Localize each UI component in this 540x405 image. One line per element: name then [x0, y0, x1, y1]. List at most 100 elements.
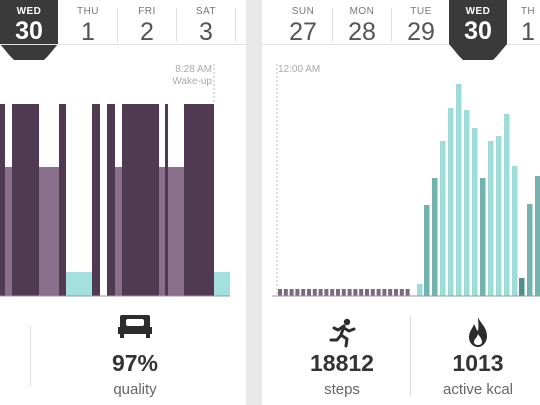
step-bar — [456, 84, 462, 296]
step-bar — [519, 278, 525, 296]
inactive-step-bar — [376, 289, 381, 296]
sleep-chart — [0, 64, 230, 297]
awake-bar — [66, 272, 92, 296]
inactive-step-bar — [347, 289, 352, 296]
date-dow: MON — [349, 6, 375, 17]
date-sat-3[interactable]: SAT 3 — [177, 0, 235, 46]
step-bar — [432, 178, 438, 296]
inactive-step-bar — [382, 289, 387, 296]
step-bar — [424, 205, 430, 296]
date-divider — [391, 8, 392, 42]
steps-value: 18812 — [310, 350, 374, 376]
date-divider — [176, 8, 177, 42]
wake-up-label: 8:28 AM Wake-up — [140, 64, 212, 88]
step-bar — [535, 176, 540, 296]
deep-sleep-bar — [122, 104, 159, 296]
inactive-step-bar — [353, 289, 358, 296]
date-dow: TUE — [410, 6, 432, 17]
date-divider — [332, 8, 333, 42]
inactive-step-bar — [405, 289, 410, 296]
activity-panel: SUN 27 MON 28 TUE 29 WED 30 TH 1 12:00 A… — [262, 0, 540, 405]
inactive-step-bar — [365, 289, 369, 296]
step-bars — [417, 84, 540, 296]
inactive-step-bar — [330, 289, 335, 296]
bed-icon — [118, 315, 152, 338]
step-bar — [464, 110, 470, 296]
inactive-step-bar — [278, 289, 282, 296]
inactive-step-bar — [388, 289, 393, 296]
inactive-step-bar — [324, 289, 329, 296]
date-day: 29 — [407, 18, 435, 46]
step-bar — [480, 178, 486, 296]
kcal-metric: 1013 active kcal — [422, 350, 534, 398]
date-divider — [117, 8, 118, 42]
header-divider — [262, 44, 540, 45]
date-fri-2[interactable]: FRI 2 — [118, 0, 176, 46]
deep-sleep-bar — [0, 104, 5, 296]
date-mon-28[interactable]: MON 28 — [333, 0, 391, 46]
date-dow: WED — [16, 6, 42, 17]
inactive-step-bar — [312, 289, 317, 296]
step-bar — [527, 204, 533, 296]
step-bar — [448, 108, 454, 296]
deep-sleep-bar — [92, 104, 100, 296]
deep-sleep-bar — [107, 104, 115, 296]
summary-divider — [410, 316, 411, 396]
kcal-value: 1013 — [452, 350, 504, 376]
steps-chart — [272, 64, 540, 297]
inactive-step-bar — [289, 289, 294, 296]
date-day: 27 — [289, 18, 317, 46]
quality-value: 97% — [111, 350, 159, 376]
inactive-step-bar — [283, 289, 288, 296]
inactive-step-bar — [359, 289, 364, 296]
awake-gap — [214, 104, 230, 296]
step-bar — [417, 284, 423, 296]
date-wed-30-active[interactable]: WED 30 — [449, 0, 507, 62]
date-dow: FRI — [138, 6, 156, 17]
wake-up-time: 8:28 AM — [175, 64, 212, 75]
running-person-icon — [329, 318, 356, 348]
quality-metric: 97% quality — [70, 350, 200, 398]
date-day: 1 — [81, 18, 95, 46]
inactive-step-bar — [394, 289, 398, 296]
kcal-label: active kcal — [442, 381, 514, 398]
date-dow: SAT — [195, 6, 217, 17]
date-day: 30 — [464, 17, 492, 45]
date-day: 30 — [15, 17, 43, 45]
awake-gap — [100, 104, 107, 296]
date-divider — [235, 8, 236, 42]
quality-label: quality — [113, 381, 157, 398]
deep-sleep-bar — [59, 104, 66, 296]
date-day: 28 — [348, 18, 376, 46]
date-sun-27[interactable]: SUN 27 — [274, 0, 332, 46]
deep-sleep-bar — [184, 104, 214, 296]
inactive-step-bar — [307, 289, 311, 296]
date-wed-30-active[interactable]: WED 30 — [0, 0, 58, 62]
awake-gap — [66, 104, 92, 296]
step-bar — [496, 136, 502, 296]
steps-metric: 18812 steps — [282, 350, 402, 398]
step-bar — [512, 166, 518, 296]
date-thu-1[interactable]: TH 1 — [508, 0, 540, 46]
date-thu-1[interactable]: THU 1 — [59, 0, 117, 46]
date-day: 3 — [199, 18, 213, 46]
date-dow: THU — [76, 6, 100, 17]
date-tue-29[interactable]: TUE 29 — [392, 0, 450, 46]
wake-up-text: Wake-up — [172, 76, 212, 87]
inactive-step-bar — [295, 289, 300, 296]
date-dow: SUN — [291, 6, 315, 17]
deep-sleep-bar — [165, 104, 168, 296]
step-bar — [440, 141, 446, 296]
inactive-step-bar — [341, 289, 346, 296]
badge-shape — [449, 0, 507, 60]
sleep-panel: WED 30 THU 1 FRI 2 SAT 3 8:28 AM Wake — [0, 0, 246, 405]
inactive-step-bar — [370, 289, 375, 296]
inactive-step-bar — [336, 289, 340, 296]
inactive-step-bar — [318, 289, 323, 296]
steps-label: steps — [324, 381, 360, 398]
badge-shape — [0, 0, 58, 60]
date-dow: WED — [465, 6, 491, 17]
inactive-step-bar — [301, 289, 306, 296]
summary-divider — [30, 326, 31, 386]
awake-bar — [214, 272, 230, 296]
